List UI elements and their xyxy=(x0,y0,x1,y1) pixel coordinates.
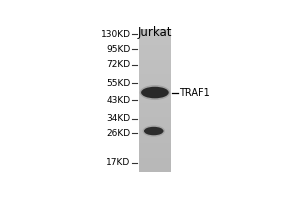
Bar xyxy=(139,36,171,38)
Ellipse shape xyxy=(142,125,165,137)
Bar xyxy=(139,112,171,115)
Ellipse shape xyxy=(140,85,170,100)
Bar xyxy=(139,64,171,67)
Text: 43KD: 43KD xyxy=(106,96,130,105)
Bar xyxy=(139,60,171,62)
Bar xyxy=(139,155,171,158)
Text: Jurkat: Jurkat xyxy=(138,26,172,39)
Bar xyxy=(139,52,171,55)
Bar xyxy=(139,122,171,124)
Bar xyxy=(139,103,171,105)
Bar xyxy=(139,33,171,36)
Bar xyxy=(139,126,171,129)
Text: 95KD: 95KD xyxy=(106,45,130,54)
Bar xyxy=(139,150,171,153)
Bar xyxy=(139,50,171,52)
Bar xyxy=(139,48,171,50)
Text: 55KD: 55KD xyxy=(106,79,130,88)
Bar xyxy=(139,38,171,41)
Bar xyxy=(139,88,171,91)
Bar xyxy=(139,124,171,126)
Bar xyxy=(139,62,171,64)
Bar xyxy=(139,74,171,76)
Bar xyxy=(139,55,171,57)
Bar xyxy=(139,72,171,74)
Bar xyxy=(139,107,171,110)
Bar xyxy=(139,84,171,86)
Bar xyxy=(139,136,171,138)
Text: TRAF1: TRAF1 xyxy=(179,88,210,98)
Text: 72KD: 72KD xyxy=(106,60,130,69)
Text: 17KD: 17KD xyxy=(106,158,130,167)
Bar xyxy=(139,45,171,48)
Bar xyxy=(139,167,171,169)
Bar xyxy=(139,115,171,117)
Bar xyxy=(139,141,171,143)
Bar xyxy=(139,91,171,93)
Text: 26KD: 26KD xyxy=(106,129,130,138)
Bar xyxy=(139,105,171,107)
Bar xyxy=(139,100,171,103)
Bar xyxy=(139,76,171,79)
Ellipse shape xyxy=(141,87,169,98)
Bar xyxy=(139,119,171,122)
Bar xyxy=(139,41,171,43)
Bar xyxy=(139,153,171,155)
Ellipse shape xyxy=(144,127,164,135)
Bar xyxy=(139,110,171,112)
Bar xyxy=(139,98,171,100)
Bar xyxy=(139,81,171,84)
Bar xyxy=(139,29,171,31)
Bar xyxy=(139,134,171,136)
Text: 130KD: 130KD xyxy=(100,30,130,39)
Bar xyxy=(139,148,171,150)
Bar xyxy=(139,117,171,119)
Bar xyxy=(139,31,171,33)
Bar xyxy=(139,169,171,172)
Bar xyxy=(139,131,171,134)
Bar xyxy=(139,162,171,165)
Bar xyxy=(139,165,171,167)
Bar xyxy=(139,67,171,69)
Text: 34KD: 34KD xyxy=(106,114,130,123)
Bar xyxy=(139,69,171,72)
Bar xyxy=(139,57,171,60)
Bar xyxy=(139,146,171,148)
Bar xyxy=(139,129,171,131)
Bar xyxy=(139,86,171,88)
Bar xyxy=(139,160,171,162)
Bar xyxy=(139,158,171,160)
Bar xyxy=(139,43,171,45)
Bar xyxy=(139,95,171,98)
Bar xyxy=(139,138,171,141)
Bar xyxy=(139,143,171,146)
Bar xyxy=(139,93,171,95)
Bar xyxy=(139,79,171,81)
